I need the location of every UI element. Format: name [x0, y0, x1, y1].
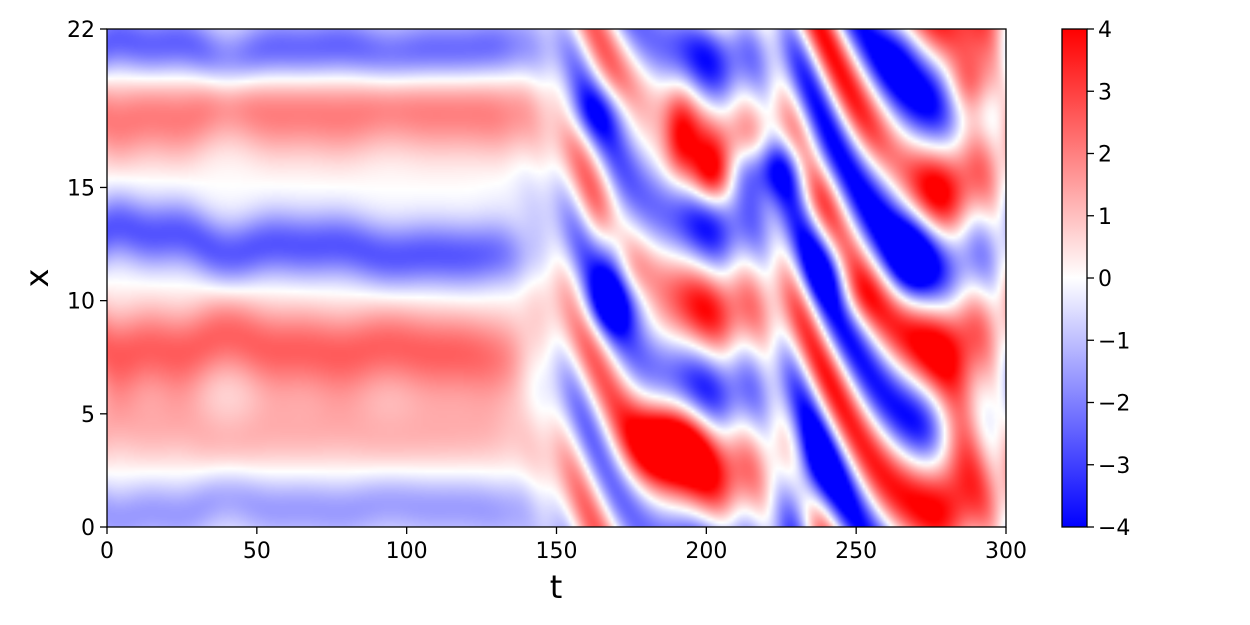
colorbar-tick-label: −1	[1098, 329, 1130, 354]
y-axis-ticks: 0 5 10 15 22	[67, 18, 107, 541]
colorbar-tick-label: 4	[1098, 18, 1112, 43]
y-tick-label: 5	[81, 403, 95, 428]
colorbar-tick-label: 3	[1098, 80, 1112, 105]
colorbar-tick-label: 0	[1098, 267, 1112, 292]
y-tick-label: 0	[81, 516, 95, 541]
y-tick-label: 22	[67, 18, 95, 43]
colorbar-tick-label: 1	[1098, 205, 1112, 230]
colorbar-tick-label: −2	[1098, 392, 1130, 417]
colorbar-ticks: 4 3 2 1 0 −1 −2 −3 −4	[1087, 18, 1130, 541]
y-tick-label: 10	[67, 290, 95, 315]
y-tick-label: 15	[67, 176, 95, 201]
x-axis-label: t	[550, 568, 563, 606]
colorbar	[1061, 28, 1088, 528]
colorbar-tick-label: −4	[1098, 516, 1130, 541]
x-tick-label: 250	[835, 539, 877, 564]
colorbar-tick-label: 2	[1098, 143, 1112, 168]
x-tick-label: 150	[536, 539, 578, 564]
heatmap-image	[107, 29, 1006, 527]
colorbar-tick-label: −3	[1098, 454, 1130, 479]
x-tick-label: 300	[985, 539, 1027, 564]
x-tick-label: 200	[685, 539, 727, 564]
x-tick-label: 0	[100, 539, 114, 564]
x-tick-label: 50	[243, 539, 271, 564]
x-axis-ticks: 0 50 100 150 200 250 300	[100, 527, 1027, 564]
x-tick-label: 100	[386, 539, 428, 564]
y-axis-label: x	[18, 269, 56, 288]
